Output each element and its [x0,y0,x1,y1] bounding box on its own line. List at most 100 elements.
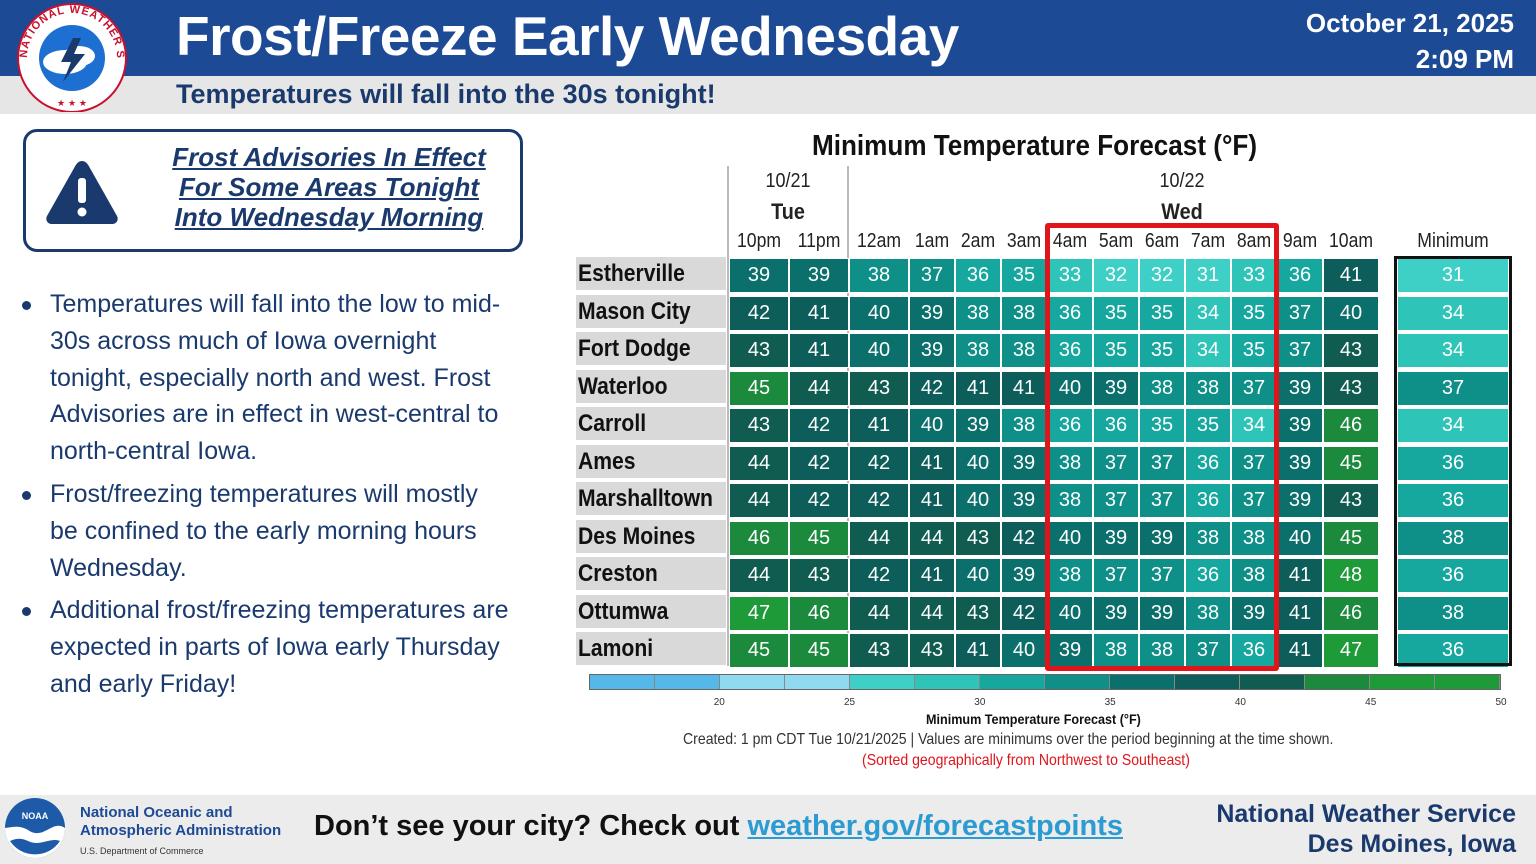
city-label: Waterloo [576,369,726,403]
temp-cell: 38 [1139,370,1185,406]
temp-cell: 40 [1277,520,1323,556]
city-label: Fort Dodge [576,332,726,365]
temp-cell: 40 [909,408,955,443]
temp-cell: 45 [789,633,849,668]
minimum-column-frame [1394,256,1512,666]
temp-cell: 41 [789,333,849,368]
temp-cell: 36 [1047,333,1093,368]
temp-cell: 45 [1323,445,1379,481]
temp-cell: 37 [1093,445,1139,481]
temp-cell: 36 [1093,408,1139,443]
temp-cell: 48 [1323,558,1379,593]
temp-cell: 36 [1185,483,1231,518]
temp-cell: 44 [909,595,955,631]
bullet-list: Temperatures will fall into the low to m… [22,286,512,709]
forecastpoints-link[interactable]: weather.gov/forecastpoints [747,810,1123,842]
temp-cell: 38 [1047,483,1093,518]
temp-cell: 40 [1001,633,1047,668]
temp-cell: 36 [1231,633,1277,668]
temp-cell: 39 [1139,520,1185,556]
time-text: 2:09 PM [1415,44,1514,74]
city-label: Ottumwa [576,594,726,628]
bullet-item: Frost/freezing temperatures will mostly … [22,476,512,586]
temp-cell: 43 [849,633,909,668]
temp-cell: 37 [1093,483,1139,518]
legend-tick-label: 40 [1234,697,1246,708]
subheader-bar [0,76,1536,114]
temp-cell: 41 [1001,370,1047,406]
hour-label: 9am [1282,230,1318,252]
temp-cell: 43 [849,370,909,406]
color-legend-bar [589,674,1501,690]
agency-line-2: Atmospheric Administration [80,822,282,839]
temp-cell: 31 [1185,258,1231,293]
sorted-note: (Sorted geographically from Northwest to… [862,752,1190,769]
svg-text:NOAA: NOAA [22,811,49,821]
temp-cell: 33 [1231,258,1277,293]
temp-cell: 43 [729,333,789,368]
nws-logo: NATIONAL WEATHER SERVICE ★ ★ ★ [13,2,127,112]
temp-cell: 36 [955,258,1001,293]
footer-bar [0,795,1536,864]
minimum-cell: 37 [1397,370,1509,406]
legend-tick-label: 25 [844,697,856,708]
temp-cell: 45 [789,520,849,556]
temp-cell: 41 [789,295,849,331]
hour-label: 8am [1236,230,1272,252]
advisory-text: Frost Advisories In Effect For Some Area… [144,142,514,232]
temp-cell: 36 [1047,295,1093,331]
temp-cell: 35 [1093,333,1139,368]
created-note: Created: 1 pm CDT Tue 10/21/2025 | Value… [683,731,1334,748]
legend-segment [1240,675,1305,689]
city-label: Creston [576,557,726,590]
temp-cell: 38 [1231,520,1277,556]
temp-cell: 39 [909,295,955,331]
minimum-cell: 34 [1397,295,1509,331]
page-subtitle: Temperatures will fall into the 30s toni… [176,79,716,109]
advisory-box: Frost Advisories In Effect For Some Area… [23,129,523,252]
city-label: Marshalltown [576,482,726,515]
minimum-cell: 36 [1397,483,1509,518]
temp-cell: 45 [1323,520,1379,556]
temp-cell: 36 [1185,445,1231,481]
hour-label: 1am [914,230,950,252]
agency-line-1: National Oceanic and [80,804,233,821]
temp-cell: 39 [1001,483,1047,518]
date-separator [727,166,729,666]
temp-cell: 35 [1231,295,1277,331]
city-label: Carroll [576,407,726,440]
city-label: Des Moines [576,519,726,553]
temp-cell: 35 [1185,408,1231,443]
hour-label: 10pm [736,230,782,252]
city-label: Mason City [576,294,726,328]
advisory-line-3: Into Wednesday Morning [174,202,484,232]
temp-cell: 37 [1093,558,1139,593]
temp-cell: 39 [789,258,849,293]
temp-cell: 42 [849,445,909,481]
highlight-box [1045,223,1279,671]
office-name: National Weather Service Des Moines, Iow… [1216,799,1516,859]
legend-title: Minimum Temperature Forecast (°F) [926,711,1141,727]
temp-cell: 38 [1185,370,1231,406]
temp-cell: 37 [1277,333,1323,368]
legend-segment [1045,675,1110,689]
temp-cell: 41 [909,558,955,593]
date-text: October 21, 2025 [1305,8,1514,38]
temp-cell: 33 [1047,258,1093,293]
agency-dept: U.S. Department of Commerce [80,846,204,856]
temp-cell: 44 [729,558,789,593]
temp-cell: 40 [1047,595,1093,631]
cta-text: Don’t see your city? Check out [314,810,748,842]
temp-cell: 37 [1277,295,1323,331]
temp-cell: 39 [955,408,1001,443]
legend-segment [915,675,980,689]
temp-cell: 41 [849,408,909,443]
temp-cell: 39 [1001,445,1047,481]
temp-cell: 38 [1231,558,1277,593]
temp-cell: 46 [1323,408,1379,443]
advisory-line-2: For Some Areas Tonight [179,172,479,202]
legend-tick-label: 50 [1495,697,1507,708]
temp-cell: 41 [955,370,1001,406]
temp-cell: 37 [909,258,955,293]
minimum-header: Minimum [1417,230,1489,252]
